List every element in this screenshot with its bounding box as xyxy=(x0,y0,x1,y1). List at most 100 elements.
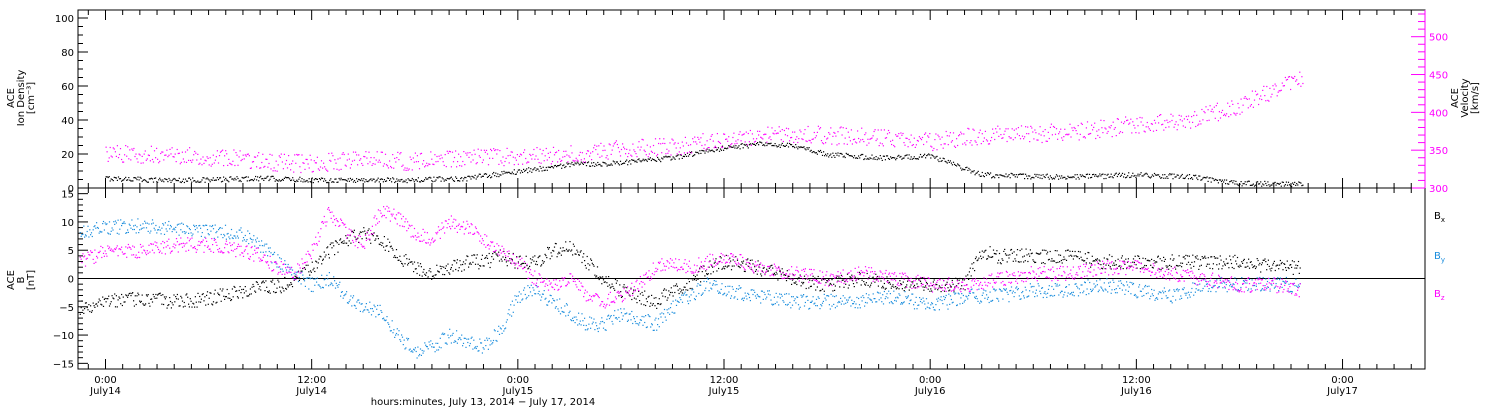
bottom-data-point xyxy=(1203,257,1204,258)
bottom-data-point xyxy=(213,301,214,302)
bottom-data-point xyxy=(662,322,663,323)
top-data-point xyxy=(636,162,637,163)
bottom-data-point xyxy=(1029,256,1030,257)
bottom-data-point xyxy=(630,319,631,320)
bottom-tick-label: 5 xyxy=(68,246,74,257)
top-data-point xyxy=(824,136,825,137)
top-data-point xyxy=(642,139,643,140)
top-data-point xyxy=(160,153,161,154)
top-data-point xyxy=(159,178,160,179)
bottom-data-point xyxy=(406,338,407,339)
top-data-point xyxy=(1135,132,1136,133)
bottom-data-point xyxy=(328,285,329,286)
top-data-point xyxy=(571,152,572,153)
bottom-data-point xyxy=(684,293,685,294)
bottom-data-point xyxy=(573,320,574,321)
top-data-point xyxy=(239,156,240,157)
top-data-point xyxy=(1250,106,1251,107)
bottom-data-point xyxy=(481,259,482,260)
bottom-data-point xyxy=(1146,265,1147,266)
bottom-data-point xyxy=(477,254,478,255)
bottom-data-point xyxy=(310,270,311,271)
bottom-data-point xyxy=(968,295,969,296)
top-data-point xyxy=(286,160,287,161)
top-data-point xyxy=(1104,174,1105,175)
bottom-data-point xyxy=(124,223,125,224)
top-data-point xyxy=(1022,174,1023,175)
top-data-point xyxy=(421,180,422,181)
top-data-point xyxy=(488,164,489,165)
bottom-data-point xyxy=(137,293,138,294)
top-data-point xyxy=(1113,122,1114,123)
bottom-data-point xyxy=(88,236,89,237)
bottom-data-point xyxy=(910,299,911,300)
top-data-point xyxy=(992,177,993,178)
top-data-point xyxy=(1166,176,1167,177)
top-data-point xyxy=(128,158,129,159)
top-data-point xyxy=(465,177,466,178)
top-data-point xyxy=(644,150,645,151)
bottom-data-point xyxy=(960,297,961,298)
bottom-data-point xyxy=(279,287,280,288)
bottom-data-point xyxy=(1204,256,1205,257)
bottom-data-point xyxy=(1233,268,1234,269)
bottom-data-point xyxy=(851,275,852,276)
bottom-data-point xyxy=(673,301,674,302)
top-data-point xyxy=(1090,133,1091,134)
bottom-data-point xyxy=(1097,258,1098,259)
bottom-data-point xyxy=(1154,260,1155,261)
top-data-point xyxy=(785,134,786,135)
bottom-data-point xyxy=(828,279,829,280)
bottom-data-point xyxy=(782,300,783,301)
top-data-point xyxy=(347,181,348,182)
bottom-data-point xyxy=(1046,297,1047,298)
bottom-data-point xyxy=(1282,269,1283,270)
bottom-data-point xyxy=(672,312,673,313)
bottom-data-point xyxy=(311,272,312,273)
bottom-data-point xyxy=(151,223,152,224)
top-data-point xyxy=(459,181,460,182)
bottom-data-point xyxy=(161,228,162,229)
bottom-data-point xyxy=(935,304,936,305)
bottom-data-point xyxy=(222,228,223,229)
top-data-point xyxy=(164,178,165,179)
top-data-point xyxy=(1191,177,1192,178)
top-data-point xyxy=(189,147,190,148)
top-data-point xyxy=(712,134,713,135)
bottom-data-point xyxy=(552,298,553,299)
bottom-data-point xyxy=(1043,262,1044,263)
top-data-point xyxy=(700,153,701,154)
top-data-point xyxy=(1096,131,1097,132)
top-data-point xyxy=(1163,130,1164,131)
bottom-data-point xyxy=(637,296,638,297)
bottom-data-point xyxy=(1239,265,1240,266)
bottom-data-point xyxy=(422,350,423,351)
top-data-point xyxy=(1066,178,1067,179)
bottom-data-point xyxy=(589,317,590,318)
top-data-point xyxy=(123,162,124,163)
top-data-point xyxy=(832,153,833,154)
top-data-point xyxy=(657,154,658,155)
bottom-data-point xyxy=(396,333,397,334)
bottom-data-point xyxy=(1108,265,1109,266)
top-data-point xyxy=(1080,174,1081,175)
top-data-point xyxy=(940,139,941,140)
top-data-point xyxy=(157,159,158,160)
bottom-data-point xyxy=(1010,290,1011,291)
bottom-data-point xyxy=(1086,262,1087,263)
bottom-data-point xyxy=(848,287,849,288)
bottom-data-point xyxy=(127,229,128,230)
top-data-point xyxy=(152,178,153,179)
top-data-point xyxy=(611,154,612,155)
bottom-data-point xyxy=(871,283,872,284)
bottom-data-point xyxy=(299,277,300,278)
top-data-point xyxy=(685,154,686,155)
top-data-point xyxy=(179,178,180,179)
bottom-data-point xyxy=(335,288,336,289)
top-data-point xyxy=(497,173,498,174)
bottom-data-point xyxy=(445,268,446,269)
top-data-point xyxy=(131,148,132,149)
bottom-data-point xyxy=(142,223,143,224)
top-data-point xyxy=(465,153,466,154)
top-data-point xyxy=(1132,173,1133,174)
